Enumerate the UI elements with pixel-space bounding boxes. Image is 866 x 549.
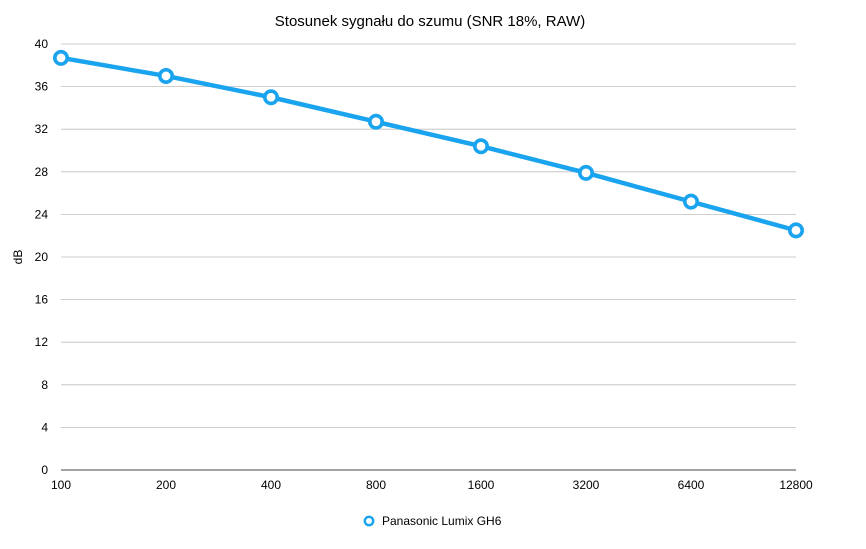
chart-title: Stosunek sygnału do szumu (SNR 18%, RAW) bbox=[275, 13, 585, 30]
data-point-3200 bbox=[577, 164, 594, 181]
x-axis-ticks: 100 200 400 800 1600 3200 6400 12800 bbox=[51, 478, 813, 492]
y-tick-label-32: 32 bbox=[35, 122, 49, 136]
data-point-1600 bbox=[472, 138, 489, 155]
x-tick-label-200: 200 bbox=[156, 478, 176, 492]
y-tick-label-20: 20 bbox=[35, 250, 49, 264]
x-tick-label-6400: 6400 bbox=[678, 478, 705, 492]
x-tick-label-12800: 12800 bbox=[779, 478, 813, 492]
data-point-800 bbox=[367, 113, 384, 130]
y-tick-label-8: 8 bbox=[41, 378, 48, 392]
y-axis-ticks: 0 4 8 12 16 20 24 28 32 36 40 bbox=[35, 37, 49, 477]
x-tick-label-3200: 3200 bbox=[573, 478, 600, 492]
x-tick-label-400: 400 bbox=[261, 478, 281, 492]
y-tick-label-16: 16 bbox=[35, 293, 49, 307]
legend-marker bbox=[363, 515, 375, 527]
x-tick-label-100: 100 bbox=[51, 478, 71, 492]
data-point-100 bbox=[52, 49, 69, 66]
y-tick-label-24: 24 bbox=[35, 207, 49, 221]
data-point-400 bbox=[262, 89, 279, 106]
x-tick-label-1600: 1600 bbox=[468, 478, 495, 492]
grid bbox=[61, 43, 796, 471]
data-point-12800 bbox=[787, 222, 804, 239]
y-tick-label-36: 36 bbox=[35, 80, 49, 94]
series-line-0 bbox=[58, 55, 799, 233]
y-tick-label-40: 40 bbox=[35, 37, 49, 51]
legend: Panasonic Lumix GH6 bbox=[363, 514, 502, 528]
data-point-200 bbox=[158, 67, 175, 84]
x-tick-label-800: 800 bbox=[366, 478, 386, 492]
y-axis-label: dB bbox=[11, 250, 25, 265]
series-layer bbox=[52, 49, 804, 239]
legend-label: Panasonic Lumix GH6 bbox=[382, 514, 502, 528]
data-point-6400 bbox=[682, 193, 699, 210]
y-tick-label-28: 28 bbox=[35, 165, 49, 179]
y-tick-label-0: 0 bbox=[41, 463, 48, 477]
y-tick-label-4: 4 bbox=[41, 420, 48, 434]
y-tick-label-12: 12 bbox=[35, 335, 49, 349]
